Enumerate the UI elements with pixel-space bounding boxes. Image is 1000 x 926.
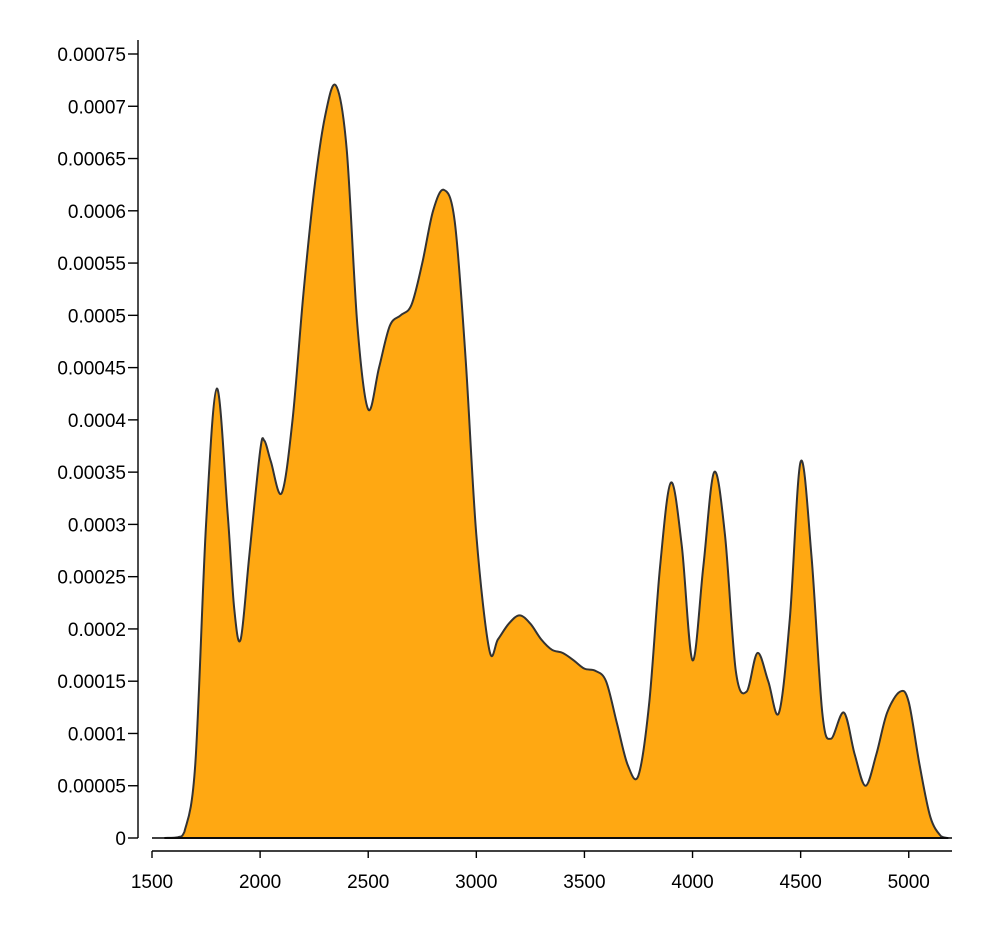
y-tick-label: 0.00015 — [57, 672, 126, 693]
y-tick-label: 0.0001 — [68, 724, 126, 745]
x-tick-label: 1500 — [131, 872, 173, 893]
y-tick-label: 0.0006 — [68, 202, 126, 223]
y-tick-label: 0 — [115, 829, 126, 850]
y-tick-label: 0.00025 — [57, 568, 126, 589]
y-tick-label: 0.00075 — [57, 45, 126, 66]
density-area — [163, 83, 949, 839]
x-tick-label: 3000 — [455, 872, 497, 893]
y-tick-label: 0.00035 — [57, 463, 126, 484]
y-tick-label: 0.00005 — [57, 777, 126, 798]
x-tick-label: 4000 — [671, 872, 713, 893]
x-tick-label: 5000 — [888, 872, 930, 893]
x-tick-label: 2500 — [347, 872, 389, 893]
y-tick-label: 0.0005 — [68, 306, 126, 327]
y-tick-label: 0.0002 — [68, 620, 126, 641]
plot-area — [163, 83, 949, 839]
y-tick-label: 0.0003 — [68, 515, 126, 536]
y-axis: 0 0.00005 0.0001 0.00015 0.0002 0.00025 0.0003… — [57, 40, 139, 850]
y-tick-label: 0.00065 — [57, 150, 126, 171]
x-tick-label: 4500 — [780, 872, 822, 893]
y-tick-label: 0.0007 — [68, 97, 126, 118]
y-tick-label: 0.0004 — [68, 411, 127, 432]
x-axis: 1500 2000 2500 3000 3500 4000 4500 5000 — [131, 837, 952, 893]
y-tick-label: 0.00045 — [57, 359, 126, 380]
x-tick-label: 2000 — [239, 872, 281, 893]
x-tick-label: 3500 — [563, 872, 605, 893]
y-tick-label: 0.00055 — [57, 254, 126, 275]
